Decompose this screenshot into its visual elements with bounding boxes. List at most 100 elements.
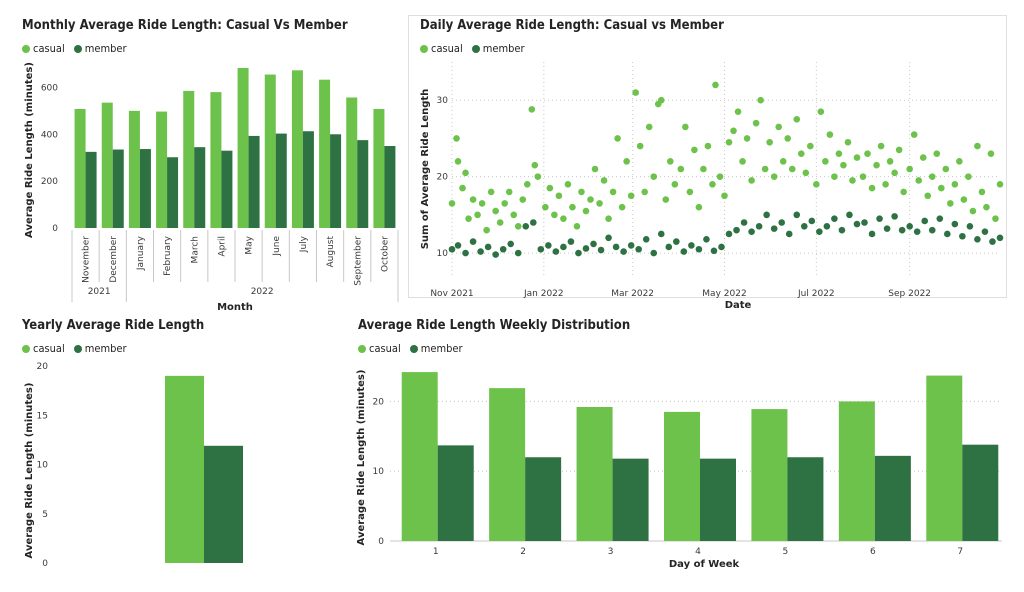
monthly-chart-title: Monthly Average Ride Length: Casual Vs M…	[22, 18, 348, 33]
scatter-point-casual	[831, 173, 838, 180]
bar-member-yearly	[204, 445, 243, 563]
scatter-point-casual	[677, 165, 685, 173]
legend-item-casual[interactable]: casual	[22, 42, 65, 55]
legend-item-member[interactable]: member	[73, 42, 127, 55]
yearly-bar-chart[interactable]: 0 5 10 15 20 Average Ride Length (minutes)	[0, 312, 340, 592]
weekly-chart-panel: Average Ride Length Weekly Distribution …	[340, 312, 1024, 592]
yearly-legend[interactable]: casual member	[22, 342, 136, 355]
scatter-point-casual	[591, 165, 599, 173]
bar-member-day-2	[525, 457, 562, 541]
monthly-bar-chart[interactable]: 0 200 400 600 November December January Februar…	[0, 0, 410, 316]
x-tick-label: Sep 2022	[888, 289, 931, 299]
scatter-point-casual	[788, 165, 796, 173]
scatter-point-member	[695, 245, 703, 253]
scatter-point-casual	[605, 215, 612, 222]
scatter-point-casual	[534, 173, 542, 180]
monthly-legend[interactable]: casual member	[22, 42, 136, 55]
legend-item-member[interactable]: member	[73, 342, 127, 355]
scatter-point-casual	[992, 215, 999, 222]
y-tick-label: 10	[373, 467, 385, 477]
bar-casual-june	[264, 74, 276, 229]
legend-member-dot	[409, 344, 418, 353]
scatter-point-casual	[686, 188, 694, 196]
scatter-point-member	[853, 220, 861, 228]
scatter-point-member	[906, 223, 913, 230]
bar-member-april	[221, 150, 233, 228]
daily-legend[interactable]: casual member	[420, 42, 534, 55]
scatter-point-casual	[614, 135, 621, 142]
x-tick-label: May 2022	[702, 289, 746, 299]
x-tick-label: September	[353, 236, 363, 286]
scatter-point-casual	[822, 158, 829, 165]
scatter-point-casual	[933, 150, 941, 158]
x-tick-label: Nov 2021	[430, 289, 473, 299]
scatter-point-member	[913, 228, 921, 235]
scatter-point-casual	[564, 180, 572, 188]
daily-chart-title: Daily Average Ride Length: Casual vs Mem…	[420, 18, 724, 33]
y-tick-label: 0	[52, 224, 58, 234]
x-tick-label: 3	[608, 547, 614, 557]
weekly-legend[interactable]: casual member	[358, 342, 472, 355]
scatter-point-casual	[730, 127, 737, 135]
x-tick-label: June	[272, 236, 282, 257]
scatter-point-casual	[947, 200, 954, 207]
legend-casual-dot	[22, 344, 30, 353]
scatter-point-casual	[501, 200, 508, 207]
legend-item-casual[interactable]: casual	[22, 342, 65, 355]
scatter-point-casual	[712, 81, 719, 89]
bar-member-february	[167, 157, 179, 228]
scatter-point-casual	[573, 223, 581, 230]
scatter-point-member	[688, 242, 695, 249]
scatter-point-casual	[770, 173, 778, 180]
x-tick-label: 6	[870, 547, 876, 557]
scatter-point-casual	[542, 203, 549, 211]
bar-member-december	[112, 149, 124, 228]
daily-scatter-chart[interactable]: Nov 2021 Jan 2022 Mar 2022 May 2022 Jul 2022…	[410, 0, 1024, 316]
bar-member-january	[139, 149, 151, 228]
scatter-point-member	[800, 223, 808, 230]
x-tick-label: 5	[783, 547, 789, 557]
y-tick-label: 10	[437, 249, 449, 259]
y-tick-label: 30	[437, 96, 449, 106]
scatter-point-casual	[662, 196, 670, 203]
legend-casual-dot	[420, 44, 428, 53]
scatter-point-casual	[974, 142, 981, 150]
scatter-point-member	[883, 225, 891, 232]
scatter-point-member	[484, 243, 492, 251]
bar-member-july	[302, 131, 314, 228]
scatter-point-casual	[510, 211, 518, 219]
legend-item-casual[interactable]: casual	[420, 42, 463, 55]
x-tick-label: 1	[433, 547, 439, 557]
scatter-point-member	[597, 246, 605, 254]
scatter-point-casual	[864, 150, 871, 158]
legend-item-casual[interactable]: casual	[358, 342, 401, 355]
scatter-point-member	[891, 213, 898, 220]
scatter-point-member	[642, 236, 650, 243]
scatter-point-casual	[587, 196, 594, 203]
x-tick-label: October	[380, 236, 390, 272]
scatter-point-member	[454, 242, 462, 249]
y-axis-title: Average Ride Length (minutes)	[24, 62, 35, 238]
scatter-point-casual	[928, 173, 936, 180]
x-tick-label: 7	[957, 547, 963, 557]
legend-member-label: member	[482, 42, 525, 55]
legend-item-member[interactable]: member	[409, 342, 463, 355]
scatter-point-member	[861, 219, 868, 226]
legend-item-member[interactable]: member	[471, 42, 525, 55]
y-axis-title: Average Ride Length (minutes)	[356, 370, 367, 546]
scatter-point-casual	[996, 180, 1004, 188]
scatter-point-member	[469, 238, 477, 245]
scatter-point-casual	[752, 119, 760, 127]
y-axis-title: Sum of Average Ride Length	[420, 89, 431, 250]
scatter-point-member	[951, 220, 959, 228]
x-axis-title: Month	[217, 302, 253, 313]
scatter-point-member	[590, 240, 597, 248]
scatter-point-casual	[844, 138, 852, 146]
scatter-point-member	[529, 219, 537, 226]
scatter-point-member	[627, 242, 635, 249]
scatter-point-member	[778, 219, 786, 226]
scatter-point-member	[612, 243, 620, 251]
bar-casual-december	[101, 102, 113, 228]
scatter-point-casual	[454, 158, 462, 165]
